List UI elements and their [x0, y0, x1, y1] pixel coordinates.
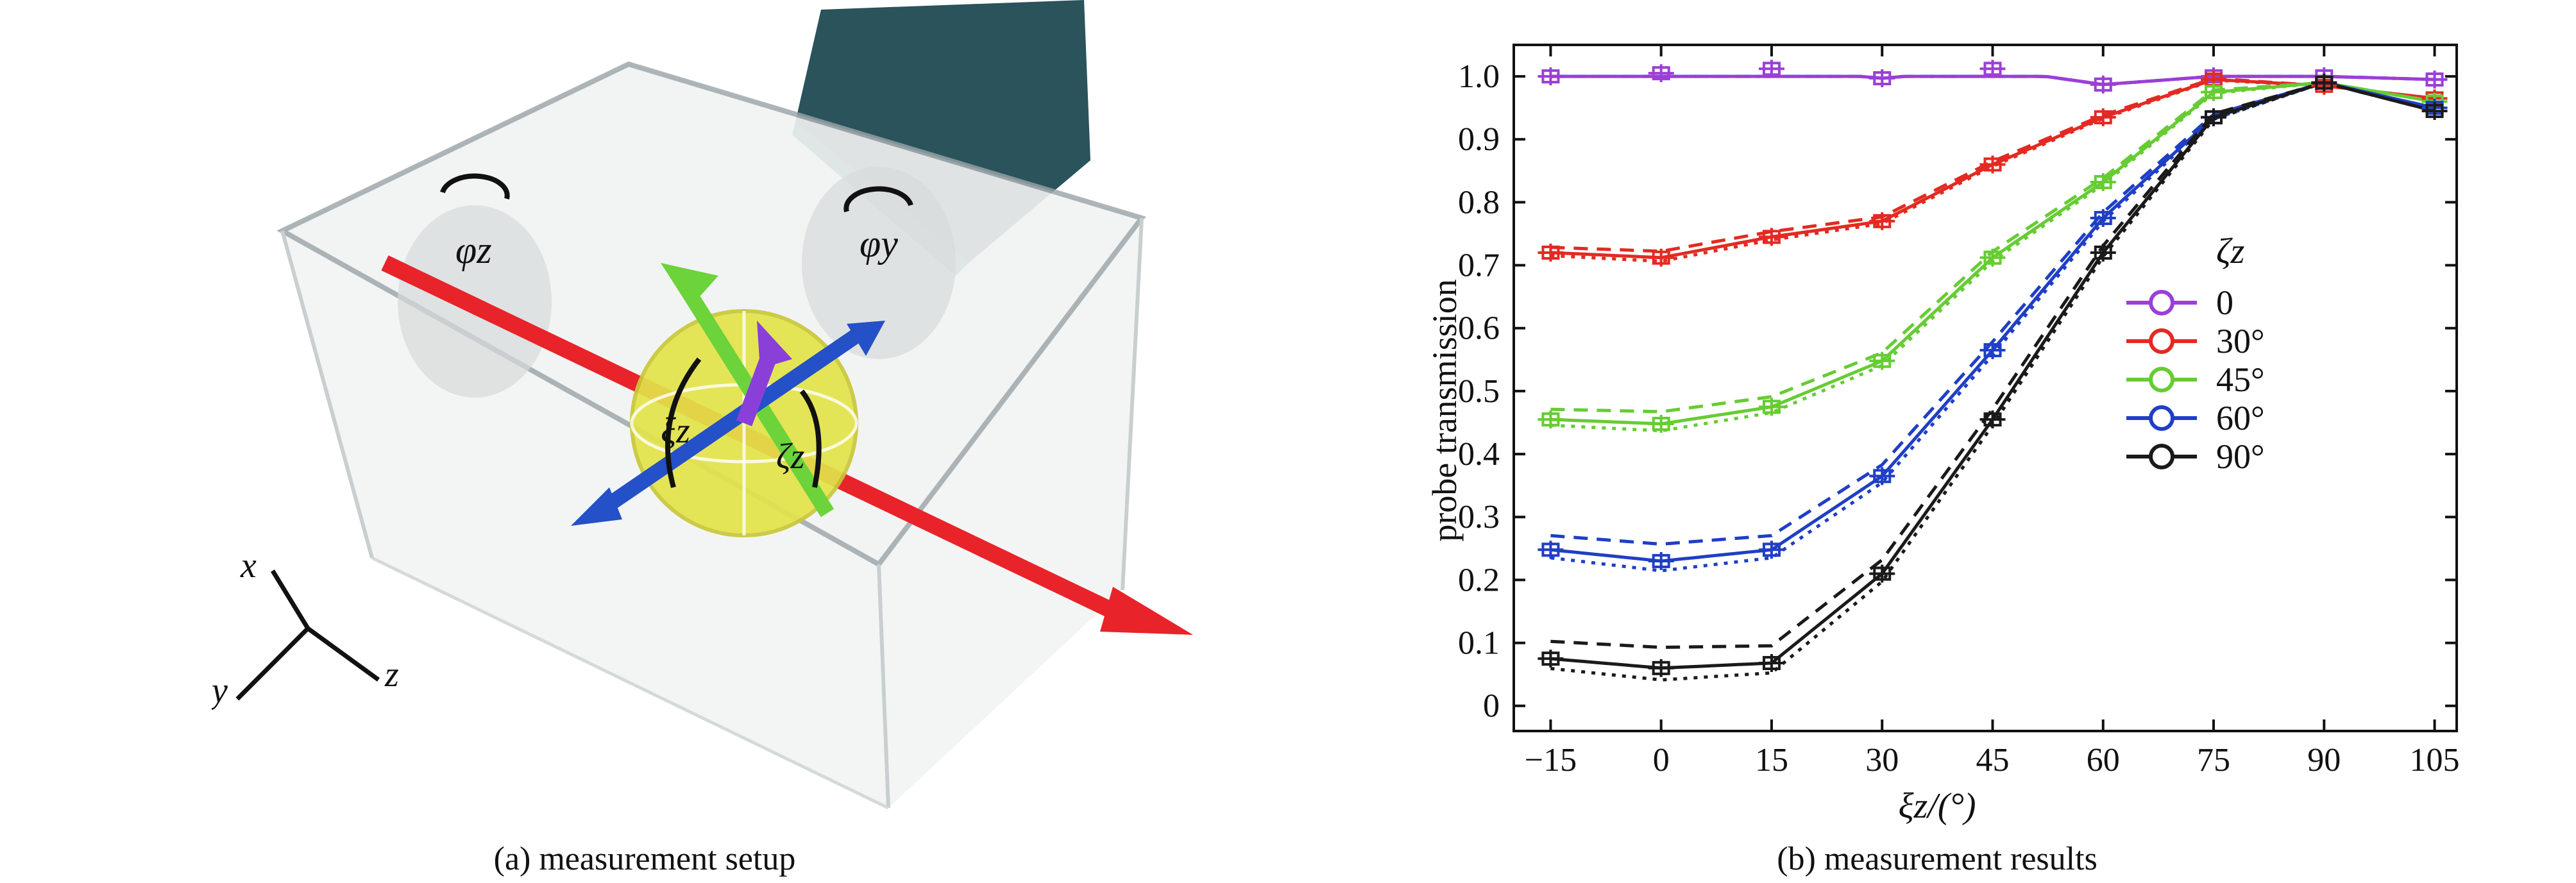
y-tick-label: 1.0	[1458, 58, 1500, 95]
y-tick-label: 0.2	[1458, 562, 1500, 598]
legend-entry-label: 30°	[2216, 322, 2265, 360]
y-tick-label: 0.1	[1458, 625, 1500, 662]
axis-x-line	[271, 569, 310, 630]
x-tick-label: 60	[2087, 742, 2120, 778]
data-point	[1541, 69, 1560, 84]
data-point	[1873, 566, 1892, 581]
data-point	[1762, 542, 1781, 557]
data-point	[2425, 72, 2444, 87]
theory-curve-solid	[1550, 81, 2436, 563]
data-point	[2205, 110, 2223, 124]
legend-swatch-marker	[2149, 328, 2174, 354]
x-tick-label: 105	[2410, 742, 2460, 778]
data-point	[1541, 652, 1560, 666]
legend-entry-label: 0	[2216, 283, 2233, 322]
legend-swatch-marker	[2149, 405, 2174, 431]
data-point	[1652, 553, 1670, 568]
lens-right	[802, 167, 956, 359]
data-point	[1873, 71, 1892, 86]
data-point	[1983, 157, 2002, 172]
axis-y-line	[235, 627, 310, 701]
x-tick-label: 90	[2307, 742, 2341, 778]
theory-curve-dashed	[1550, 81, 2435, 414]
data-point	[1983, 343, 2002, 358]
data-point	[2094, 245, 2112, 260]
data-point	[2315, 75, 2334, 90]
data-point	[1652, 250, 1670, 265]
data-point	[1983, 62, 2002, 76]
axis-z-line	[306, 627, 380, 682]
axis-label-z: z	[384, 655, 399, 694]
legend-swatch-marker	[2149, 367, 2174, 392]
y-tick-label: 0.5	[1458, 373, 1500, 410]
x-axis-label: ξz/(°)	[1898, 786, 1976, 826]
plot-frame	[1513, 44, 2458, 732]
caption-measurement-setup: (a) measurement setup	[493, 841, 796, 877]
legend-entry-label: 90°	[2216, 437, 2265, 476]
legend-entry-label: 60°	[2216, 399, 2265, 437]
data-point	[1762, 62, 1781, 76]
axis-label-x: x	[240, 546, 257, 585]
data-point	[1983, 412, 2002, 427]
y-tick-label: 0	[1483, 688, 1500, 725]
data-point	[1762, 230, 1781, 244]
x-tick-label: 30	[1865, 742, 1899, 778]
legend-entry-label: 45°	[2216, 360, 2265, 399]
label-phi-z: φz	[455, 229, 492, 271]
measurement-results-chart: −15 0 15 30 45 60 75 90 105 0 0.1 0.2 0.3 0.4 0.5 0.6 0.…	[1425, 44, 2460, 826]
legend-title: ζz	[2216, 231, 2245, 271]
y-axis-label: probe transmission	[1425, 279, 1464, 541]
legend-swatch-marker	[2149, 290, 2174, 315]
y-tick-label: 0.3	[1458, 499, 1500, 535]
data-point	[1762, 655, 1781, 670]
data-point	[2094, 175, 2112, 189]
probe-beam-arrowhead	[1100, 587, 1193, 635]
data-point	[1541, 412, 1560, 427]
data-point	[1983, 250, 2002, 265]
data-point	[2425, 104, 2444, 119]
theory-curve-dashed	[1550, 81, 2436, 546]
data-point	[1873, 353, 1892, 368]
data-point	[1652, 660, 1670, 675]
data-point	[2094, 77, 2112, 92]
legend-swatch-marker	[2149, 444, 2174, 469]
x-tick-label: 75	[2197, 742, 2230, 778]
data-point	[1541, 245, 1560, 260]
data-point	[1652, 66, 1670, 81]
y-tick-label: 0.8	[1458, 184, 1500, 221]
x-tick-label: −15	[1525, 742, 1577, 778]
data-point	[1873, 469, 1892, 484]
caption-measurement-results: (b) measurement results	[1777, 841, 2097, 877]
data-point	[2205, 85, 2223, 99]
label-zeta-z: ζz	[776, 437, 805, 476]
label-xi-z: ξz	[661, 411, 690, 451]
axis-label-y: y	[212, 671, 228, 711]
data-point	[1541, 542, 1560, 557]
y-tick-label: 0.7	[1458, 248, 1500, 284]
data-point	[2094, 210, 2112, 225]
x-tick-label: 15	[1755, 742, 1788, 778]
y-tick-label: 0.9	[1458, 121, 1500, 158]
measurement-setup-illustration: φz φy ξz ζz x y z	[212, 0, 1193, 810]
arrow-blue	[592, 327, 864, 519]
data-point	[1762, 399, 1781, 414]
y-tick-label: 0.4	[1458, 436, 1500, 473]
data-point	[1873, 214, 1892, 228]
data-point	[2094, 110, 2112, 124]
theory-curve-dashed	[1550, 81, 2436, 650]
label-phi-y: φy	[860, 223, 898, 265]
x-tick-label: 0	[1653, 742, 1670, 778]
x-tick-label: 45	[1976, 742, 2009, 778]
data-point	[1652, 416, 1670, 431]
y-tick-label: 0.6	[1458, 310, 1500, 347]
